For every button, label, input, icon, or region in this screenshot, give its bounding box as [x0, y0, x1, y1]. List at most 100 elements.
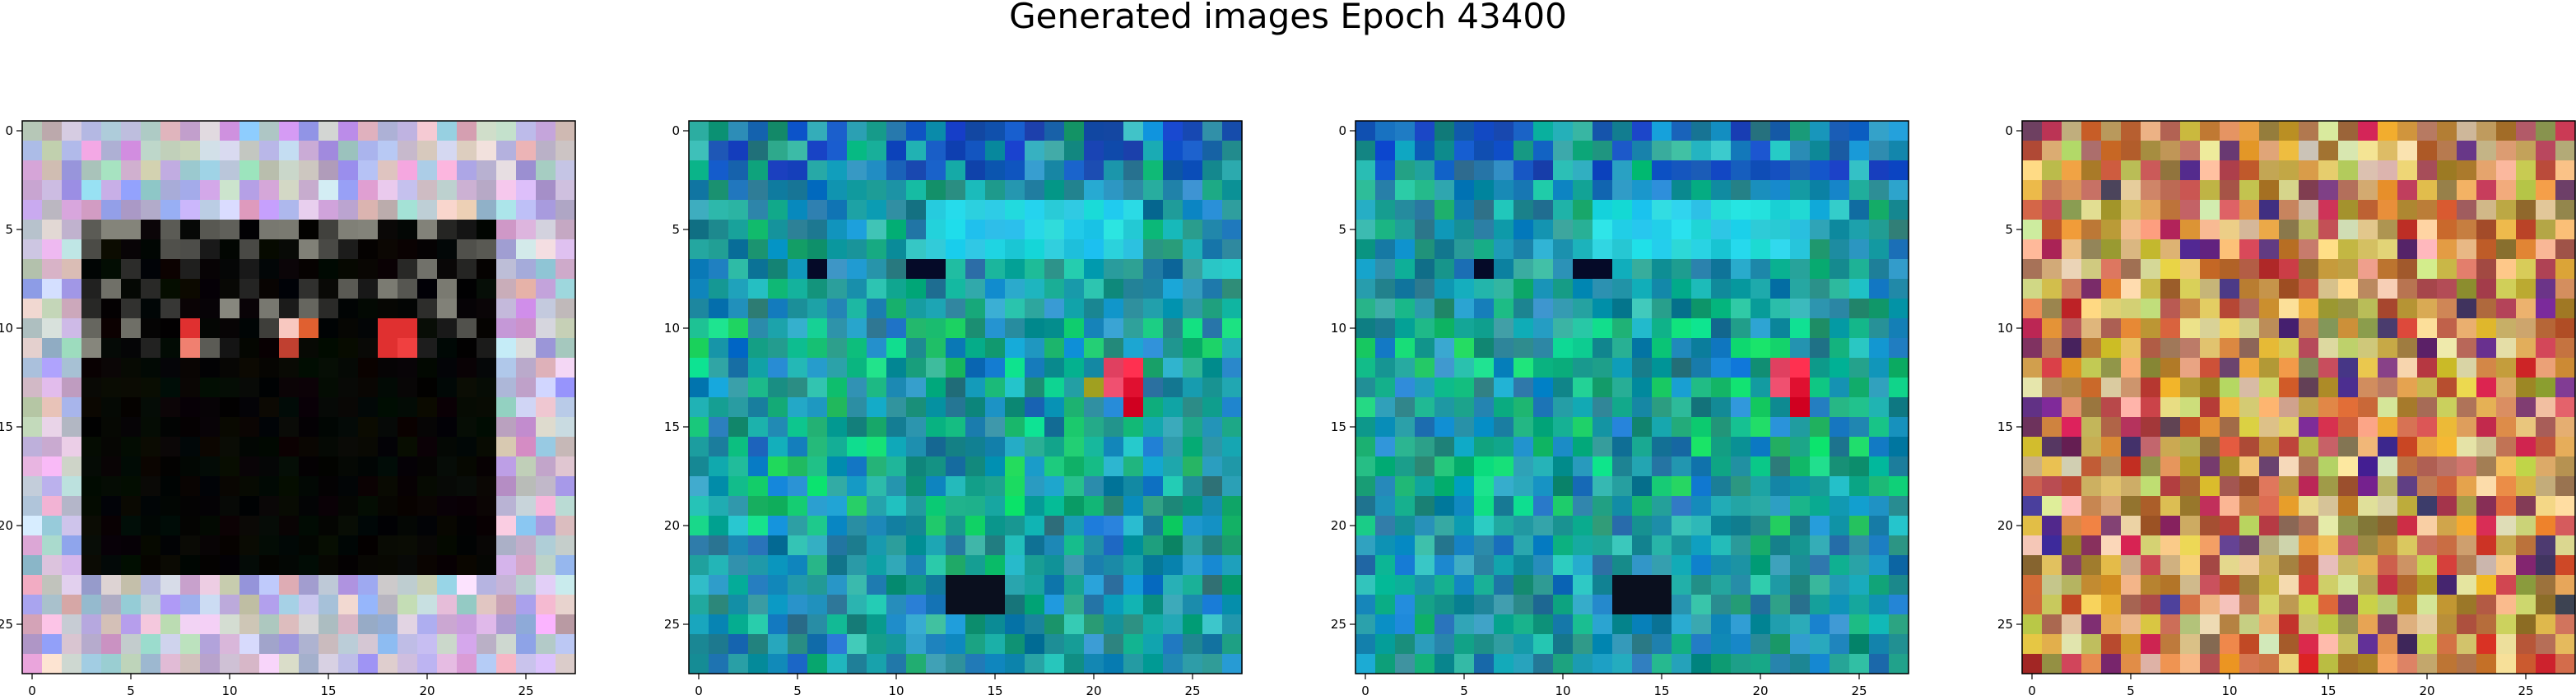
pixel — [1415, 634, 1435, 655]
pixel — [2397, 259, 2418, 280]
pixel — [22, 417, 43, 438]
pixel — [1005, 299, 1025, 319]
pixel — [1222, 614, 1243, 635]
pixel — [358, 456, 379, 477]
pixel — [417, 121, 438, 141]
pixel — [1395, 575, 1416, 595]
pixel — [2022, 437, 2043, 457]
pixel — [1770, 555, 1791, 576]
pixel — [2536, 397, 2556, 418]
pixel — [141, 318, 161, 339]
pixel — [1810, 338, 1830, 359]
pixel — [1751, 535, 1771, 556]
pixel — [437, 575, 458, 595]
pixel — [728, 239, 749, 260]
pixel — [1790, 417, 1811, 438]
pixel — [1889, 595, 1909, 615]
pixel — [2121, 358, 2141, 378]
pixel — [2536, 595, 2556, 615]
pixel — [2536, 318, 2556, 339]
pixel — [2141, 121, 2161, 141]
pixel — [1672, 180, 1692, 201]
pixel — [1005, 555, 1025, 576]
pixel — [1494, 220, 1514, 240]
pixel — [1849, 417, 1870, 438]
pixel — [827, 417, 848, 438]
pixel — [1494, 160, 1514, 181]
pixel — [1514, 516, 1534, 536]
pixel — [1593, 378, 1613, 398]
pixel — [2397, 121, 2418, 141]
pixel — [1889, 654, 1909, 674]
pixel — [2299, 634, 2319, 655]
pixel — [1889, 358, 1909, 378]
pixel — [1222, 220, 1243, 240]
pixel — [398, 634, 418, 655]
pixel — [22, 575, 43, 595]
pixel — [1593, 180, 1613, 201]
pixel — [728, 180, 749, 201]
pixel — [2476, 456, 2497, 477]
pixel — [2338, 575, 2359, 595]
pixel — [417, 338, 438, 359]
pixel — [689, 516, 709, 536]
pixel — [2160, 220, 2181, 240]
pixel — [827, 180, 848, 201]
pixel — [259, 456, 280, 477]
pixel — [1711, 555, 1732, 576]
pixel — [220, 476, 240, 497]
pixel — [2121, 654, 2141, 674]
pixel — [220, 299, 240, 319]
pixel — [906, 318, 927, 339]
pixel — [768, 595, 788, 615]
pixel — [827, 654, 848, 674]
pixel — [2378, 535, 2398, 556]
pixel — [2141, 141, 2161, 161]
pixel — [1355, 575, 1376, 595]
x-tick-label: 5 — [793, 683, 802, 695]
pixel — [1632, 239, 1653, 260]
pixel — [2536, 634, 2556, 655]
pixel — [121, 654, 142, 674]
pixel — [1084, 437, 1104, 457]
pixel — [2042, 378, 2062, 398]
pixel — [358, 358, 379, 378]
pixel — [378, 318, 398, 339]
pixel — [398, 239, 418, 260]
pixel — [1711, 614, 1732, 635]
pixel — [906, 220, 927, 240]
pixel — [1533, 654, 1554, 674]
pixel — [2476, 535, 2497, 556]
pixel — [2180, 634, 2201, 655]
pixel — [1143, 476, 1164, 497]
pixel — [62, 476, 82, 497]
pixel — [1005, 279, 1025, 299]
pixel — [1183, 259, 1203, 280]
pixel — [417, 476, 438, 497]
pixel — [1593, 358, 1613, 378]
pixel — [2279, 220, 2299, 240]
pixel — [2121, 121, 2141, 141]
pixel — [2437, 180, 2457, 201]
pixel — [2200, 535, 2220, 556]
pixel — [2378, 338, 2398, 359]
pixel — [437, 160, 458, 181]
x-tick-label: 20 — [1752, 683, 1768, 695]
pixel — [1612, 575, 1633, 595]
pixel — [2318, 516, 2339, 536]
pixel — [1163, 378, 1183, 398]
pixel — [200, 318, 221, 339]
pixel — [689, 555, 709, 576]
pixel — [160, 239, 181, 260]
pixel — [2259, 160, 2280, 181]
pixel — [2200, 456, 2220, 477]
pixel — [1202, 595, 1223, 615]
pixel — [1222, 417, 1243, 438]
pixel — [768, 614, 788, 635]
pixel — [200, 476, 221, 497]
pixel — [1830, 614, 1850, 635]
pixel — [141, 456, 161, 477]
pixel — [2022, 160, 2043, 181]
pixel — [457, 654, 477, 674]
pixel — [1612, 279, 1633, 299]
